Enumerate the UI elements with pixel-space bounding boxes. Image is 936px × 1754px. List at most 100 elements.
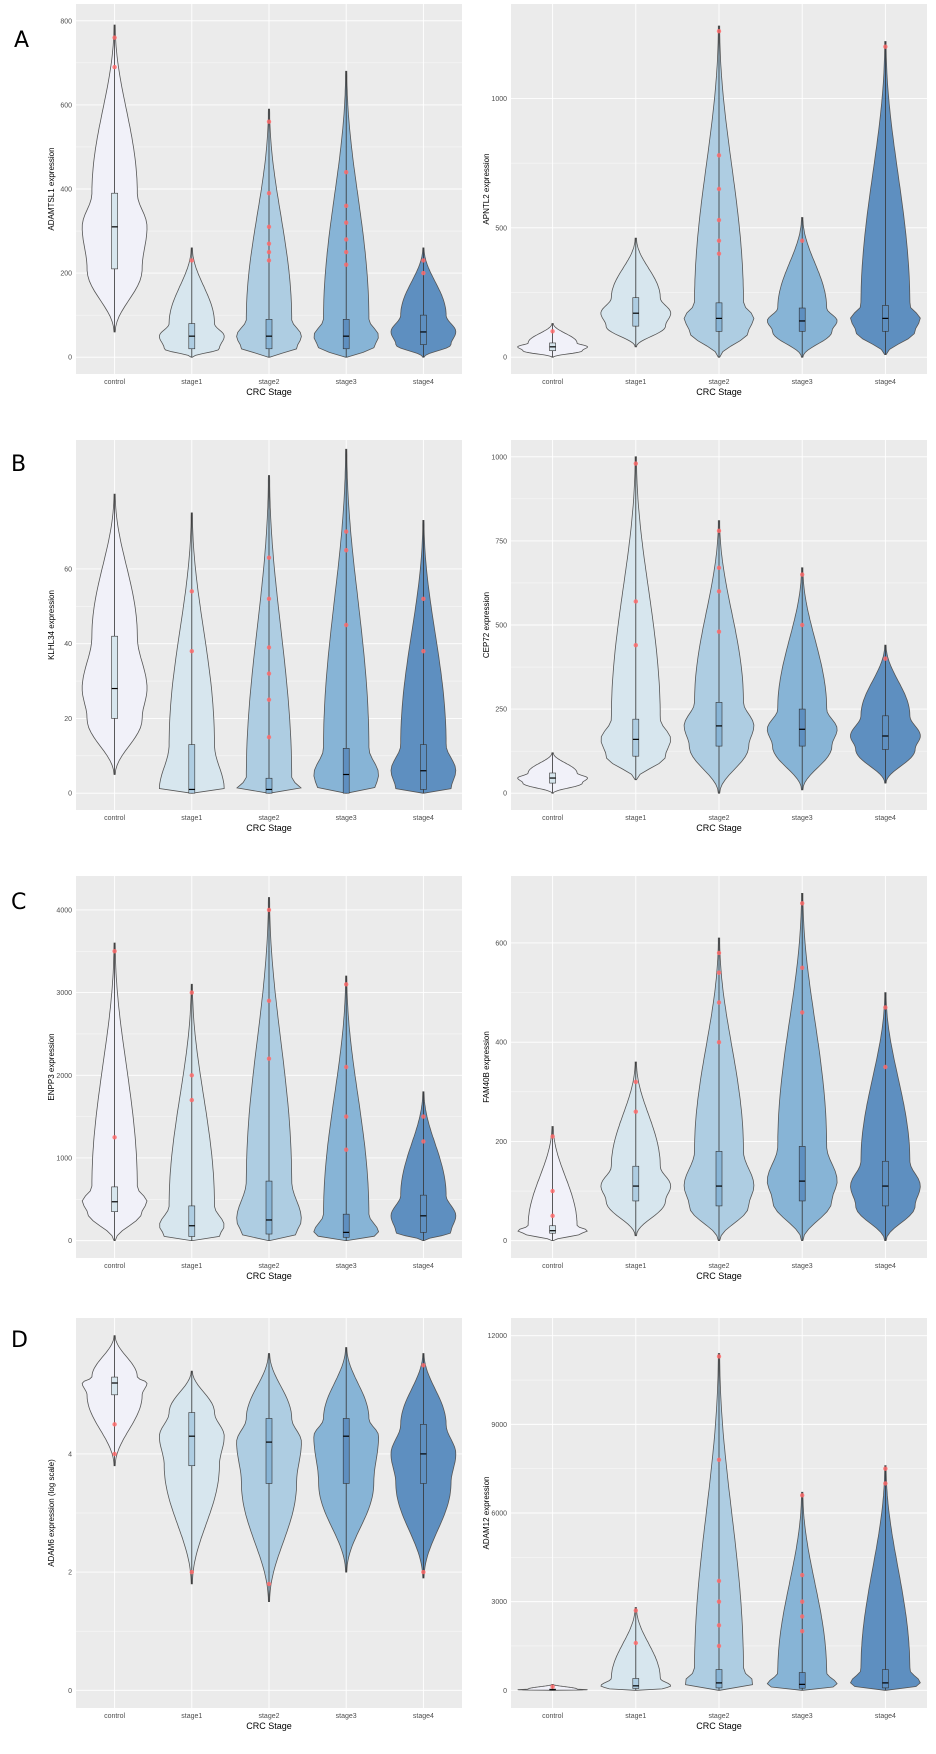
x-tick-label: stage2 xyxy=(708,815,729,822)
outlier-point xyxy=(112,949,117,954)
outlier-point xyxy=(266,555,272,560)
x-axis-title: CRC Stage xyxy=(696,1721,742,1731)
x-tick-label: stage3 xyxy=(336,815,357,822)
y-tick-label: 0 xyxy=(503,1688,507,1695)
x-tick-label: stage4 xyxy=(413,379,434,386)
y-tick-label: 250 xyxy=(495,707,507,714)
y-tick-label: 750 xyxy=(495,538,507,545)
violin-group xyxy=(158,247,225,358)
outlier-point xyxy=(189,258,194,263)
outlier-point xyxy=(112,1422,117,1427)
outlier-point xyxy=(716,1354,722,1359)
y-tick-label: 40 xyxy=(64,641,72,648)
x-tick-label: stage1 xyxy=(625,1263,646,1270)
box-iqr xyxy=(265,1418,273,1484)
outlier-point xyxy=(266,697,272,702)
x-tick-label: stage4 xyxy=(875,1263,896,1270)
outlier-point xyxy=(883,656,888,661)
outlier-point xyxy=(189,589,194,594)
y-tick-label: 0 xyxy=(503,355,507,362)
violin-group xyxy=(390,1091,457,1241)
outlier-point xyxy=(266,1581,272,1587)
outlier-point xyxy=(266,191,272,196)
violin-group xyxy=(81,493,148,775)
outlier-point xyxy=(421,648,426,654)
outlier-point xyxy=(344,220,349,225)
x-tick-label: stage2 xyxy=(258,379,279,386)
outlier-point xyxy=(800,1599,805,1604)
outlier-point xyxy=(716,565,722,571)
violin-group xyxy=(81,942,148,1241)
x-tick-label: stage4 xyxy=(413,1263,434,1270)
y-axis-title: ADAM6 expression (log scale) xyxy=(47,1459,56,1567)
violin-group xyxy=(600,1061,672,1237)
y-tick-label: 0 xyxy=(68,1238,72,1245)
outlier-point xyxy=(421,1114,426,1119)
box-iqr xyxy=(798,307,806,332)
outlier-point xyxy=(421,270,426,276)
violin-group xyxy=(158,1370,225,1585)
outlier-point xyxy=(112,64,117,70)
panel-letter-a: A xyxy=(14,28,30,53)
outlier-point xyxy=(716,28,722,34)
outlier-point xyxy=(633,1608,638,1613)
y-tick-label: 0 xyxy=(68,791,72,798)
violin-group xyxy=(236,108,302,358)
outlier-point xyxy=(633,461,638,466)
x-tick-label: stage3 xyxy=(792,1263,813,1270)
box-iqr xyxy=(798,1672,806,1689)
y-tick-label: 1000 xyxy=(491,454,507,461)
x-tick-label: stage3 xyxy=(792,815,813,822)
violin-chart: 0 3000 6000 9000 12000 control stage1 stage2 sta… xyxy=(482,1318,927,1731)
outlier-point xyxy=(716,1643,722,1649)
outlier-point xyxy=(266,258,272,263)
outlier-point xyxy=(716,238,722,243)
y-axis-title: ADAMTSL1 expression xyxy=(47,147,56,230)
box-iqr xyxy=(715,1669,723,1689)
x-tick-label: stage3 xyxy=(792,379,813,386)
x-axis-title: CRC Stage xyxy=(246,1271,292,1281)
outlier-point xyxy=(883,1481,888,1486)
outlier-point xyxy=(421,1139,426,1144)
violin-group xyxy=(683,25,755,358)
outlier-point xyxy=(112,35,117,40)
violin-group xyxy=(849,1465,921,1691)
y-tick-label: 9000 xyxy=(491,1422,507,1429)
violin-group xyxy=(766,217,838,358)
x-axis-title: CRC Stage xyxy=(246,823,292,833)
x-tick-label: stage1 xyxy=(625,815,646,822)
violin-group xyxy=(600,456,671,781)
x-tick-label: stage4 xyxy=(413,815,434,822)
violin-chart: 0 20 40 60 control stage1 stage2 stage3 stage4 CR… xyxy=(47,440,462,833)
outlier-point xyxy=(112,1135,117,1140)
outlier-point xyxy=(189,648,194,654)
outlier-point xyxy=(716,217,722,223)
outlier-point xyxy=(633,1640,638,1646)
x-axis-title: CRC Stage xyxy=(696,823,742,833)
outlier-point xyxy=(883,1064,888,1070)
violin-group xyxy=(683,520,755,794)
outlier-point xyxy=(716,1039,722,1045)
outlier-point xyxy=(189,990,194,995)
x-tick-label: stage4 xyxy=(875,379,896,386)
outlier-point xyxy=(550,1684,555,1689)
outlier-point xyxy=(344,622,349,628)
outlier-point xyxy=(112,1451,117,1457)
outlier-point xyxy=(716,251,722,256)
outlier-point xyxy=(716,1623,722,1628)
violin-group xyxy=(850,992,921,1241)
x-tick-label: stage2 xyxy=(708,1263,729,1270)
outlier-point xyxy=(344,262,349,267)
outlier-point xyxy=(800,1493,805,1498)
outlier-point xyxy=(266,249,272,255)
violin-group xyxy=(685,1353,753,1691)
x-axis-title: CRC Stage xyxy=(696,387,742,397)
outlier-point xyxy=(550,1213,555,1219)
violin-group xyxy=(600,1607,672,1691)
violin-group xyxy=(313,70,379,358)
box-iqr xyxy=(111,1376,118,1396)
outlier-point xyxy=(189,1097,194,1103)
outlier-point xyxy=(266,907,272,913)
y-axis-title: KLHL34 expression xyxy=(47,590,56,660)
